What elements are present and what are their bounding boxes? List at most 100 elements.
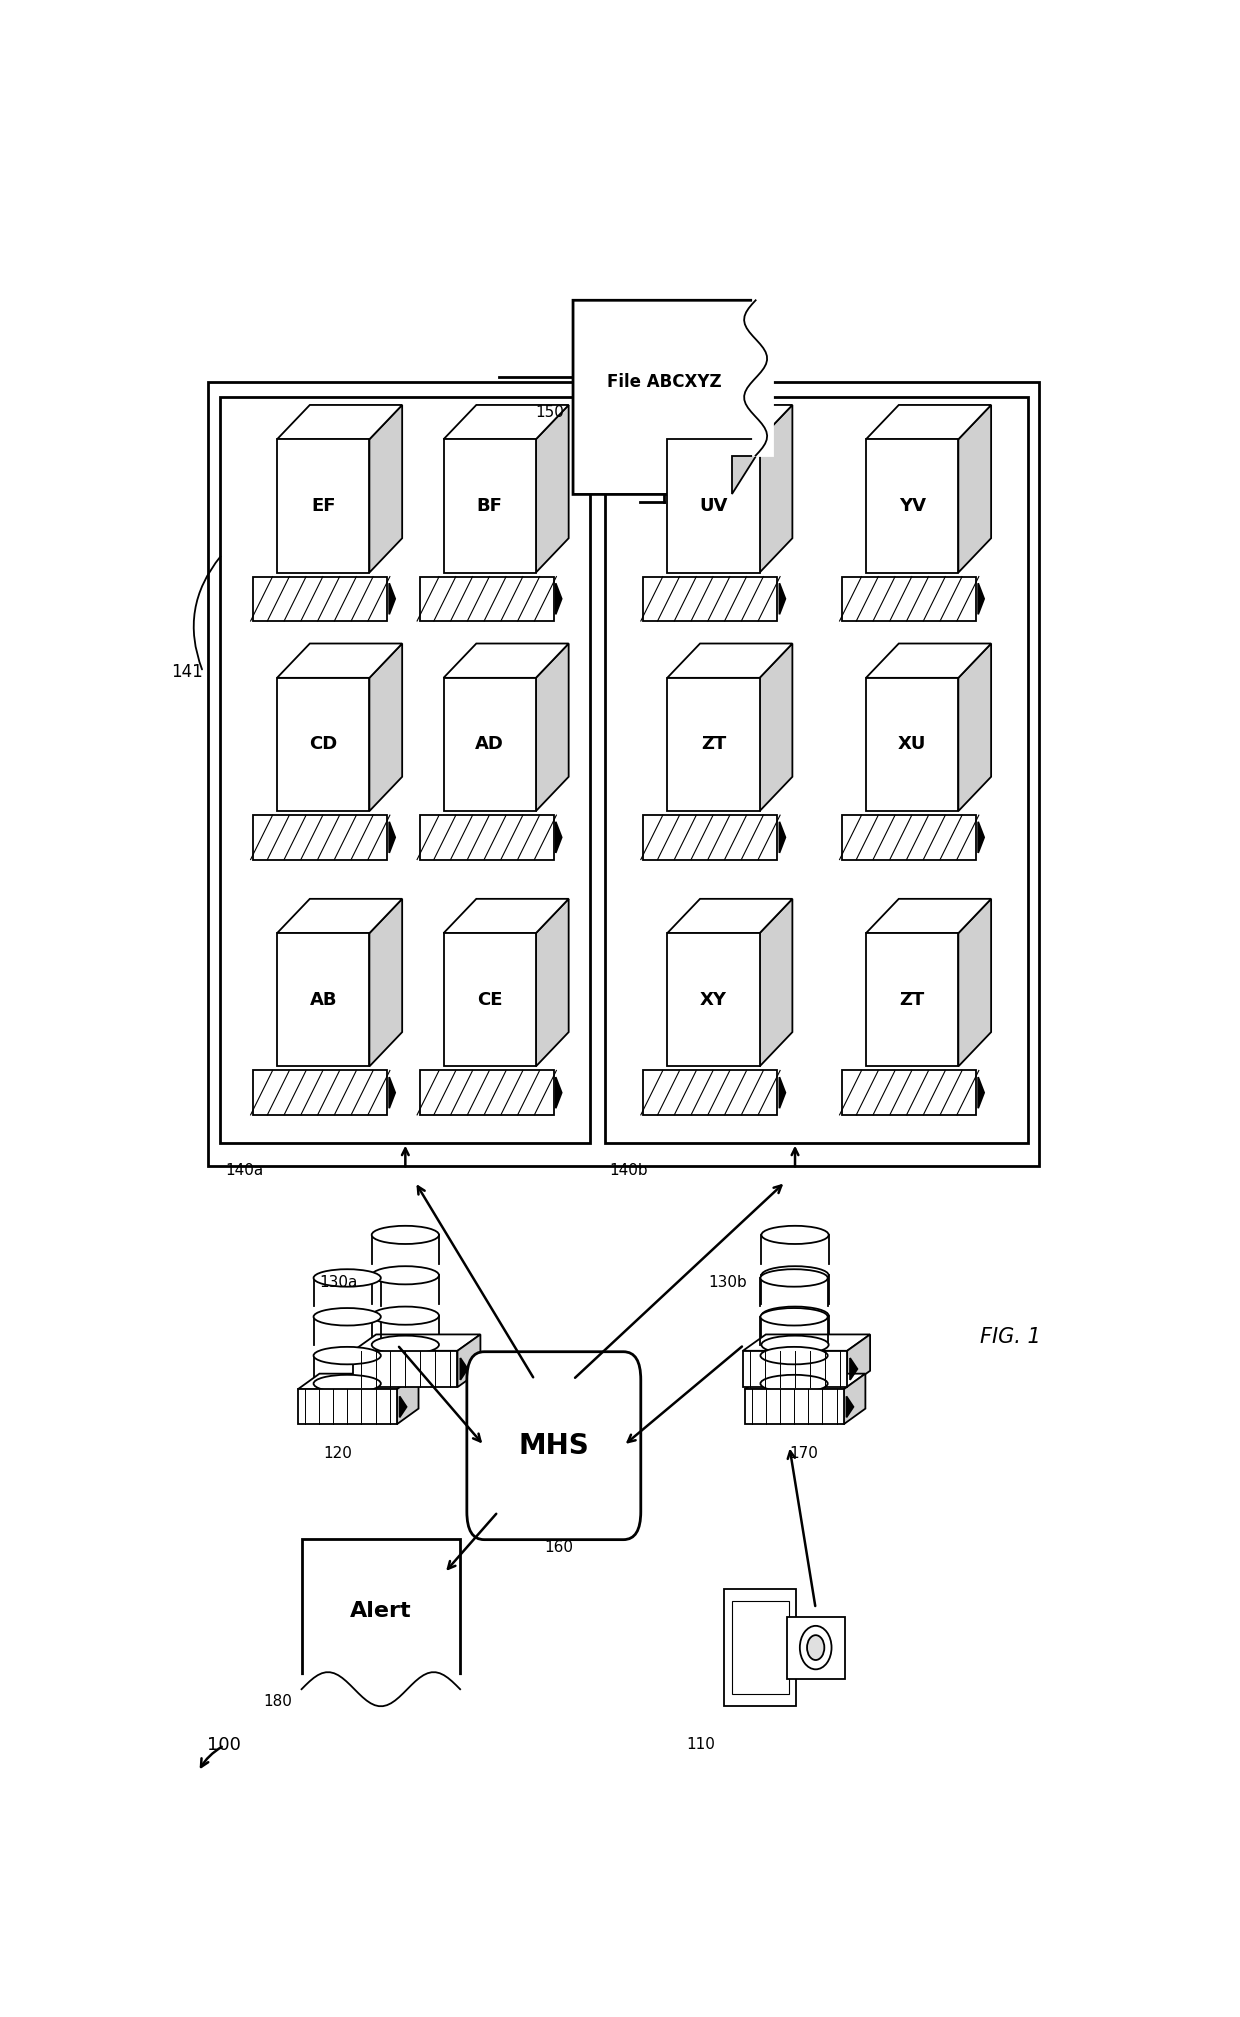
Polygon shape — [847, 1335, 870, 1388]
Bar — [277, 934, 370, 1067]
Bar — [644, 1071, 777, 1115]
Polygon shape — [460, 1357, 467, 1380]
Ellipse shape — [760, 1347, 828, 1363]
Polygon shape — [298, 1374, 419, 1390]
Bar — [253, 1071, 387, 1115]
Bar — [419, 577, 554, 621]
Text: UV: UV — [699, 496, 728, 514]
Polygon shape — [978, 583, 985, 615]
Polygon shape — [370, 900, 402, 1067]
Polygon shape — [843, 1374, 866, 1424]
Bar — [866, 440, 959, 573]
Ellipse shape — [372, 1267, 439, 1285]
Polygon shape — [370, 405, 402, 573]
Bar — [724, 1589, 796, 1706]
Polygon shape — [744, 1374, 866, 1390]
Text: Alert: Alert — [350, 1601, 412, 1620]
Bar — [444, 934, 536, 1067]
Text: 160: 160 — [544, 1539, 573, 1555]
Polygon shape — [978, 1077, 985, 1107]
Polygon shape — [743, 1335, 870, 1351]
Ellipse shape — [372, 1226, 439, 1244]
Text: EF: EF — [311, 496, 336, 514]
Bar — [277, 678, 370, 811]
Polygon shape — [753, 296, 773, 456]
Bar — [277, 440, 370, 573]
Bar — [842, 1071, 976, 1115]
Ellipse shape — [760, 1376, 828, 1392]
Text: 130a: 130a — [319, 1275, 357, 1291]
Bar — [842, 577, 976, 621]
Text: BF: BF — [476, 496, 502, 514]
Ellipse shape — [800, 1626, 832, 1670]
Bar — [419, 1071, 554, 1115]
Text: YV: YV — [899, 496, 926, 514]
Polygon shape — [444, 643, 569, 678]
Text: XY: XY — [699, 990, 727, 1008]
Ellipse shape — [807, 1636, 825, 1660]
Polygon shape — [353, 1335, 480, 1351]
Bar — [208, 381, 1039, 1166]
Bar — [743, 1351, 847, 1388]
Polygon shape — [444, 405, 569, 440]
Bar — [667, 440, 760, 573]
Polygon shape — [866, 643, 991, 678]
Polygon shape — [959, 900, 991, 1067]
Polygon shape — [760, 643, 792, 811]
Text: 141: 141 — [171, 664, 203, 682]
Polygon shape — [536, 643, 569, 811]
Ellipse shape — [760, 1269, 828, 1287]
Polygon shape — [389, 1077, 396, 1107]
Polygon shape — [556, 583, 562, 615]
Text: AB: AB — [310, 990, 337, 1008]
Polygon shape — [667, 405, 792, 440]
Text: 140a: 140a — [226, 1164, 263, 1178]
Polygon shape — [397, 1374, 419, 1424]
Polygon shape — [399, 1396, 407, 1418]
Text: ZT: ZT — [899, 990, 925, 1008]
Bar — [732, 1601, 789, 1694]
Text: 130b: 130b — [708, 1275, 746, 1291]
Bar — [644, 815, 777, 859]
Polygon shape — [300, 1676, 463, 1700]
Bar — [866, 934, 959, 1067]
Ellipse shape — [761, 1307, 828, 1325]
Polygon shape — [556, 821, 562, 853]
Polygon shape — [667, 643, 792, 678]
Polygon shape — [536, 405, 569, 573]
Polygon shape — [760, 900, 792, 1067]
Polygon shape — [556, 1077, 562, 1107]
Text: File ABCXYZ: File ABCXYZ — [608, 373, 722, 391]
Polygon shape — [760, 405, 792, 573]
Polygon shape — [847, 1396, 853, 1418]
Polygon shape — [444, 900, 569, 934]
Bar — [644, 577, 777, 621]
Polygon shape — [959, 405, 991, 573]
Bar — [605, 397, 1028, 1144]
Polygon shape — [667, 900, 792, 934]
Ellipse shape — [314, 1347, 381, 1363]
Polygon shape — [370, 643, 402, 811]
Ellipse shape — [760, 1309, 828, 1325]
Text: FIG. 1: FIG. 1 — [980, 1327, 1040, 1347]
FancyBboxPatch shape — [466, 1351, 641, 1539]
Polygon shape — [732, 456, 755, 494]
Polygon shape — [866, 405, 991, 440]
Bar — [419, 815, 554, 859]
Polygon shape — [458, 1335, 480, 1388]
Bar — [667, 934, 760, 1067]
Bar — [298, 1390, 397, 1424]
Text: XU: XU — [898, 736, 926, 754]
Bar — [744, 1390, 843, 1424]
Ellipse shape — [314, 1269, 381, 1287]
Ellipse shape — [314, 1376, 381, 1392]
Bar — [253, 577, 387, 621]
Ellipse shape — [372, 1307, 439, 1325]
Bar — [444, 440, 536, 573]
Polygon shape — [959, 643, 991, 811]
Text: ZT: ZT — [701, 736, 727, 754]
Bar — [301, 1539, 460, 1688]
Bar — [253, 815, 387, 859]
Bar — [353, 1351, 458, 1388]
Polygon shape — [780, 583, 785, 615]
